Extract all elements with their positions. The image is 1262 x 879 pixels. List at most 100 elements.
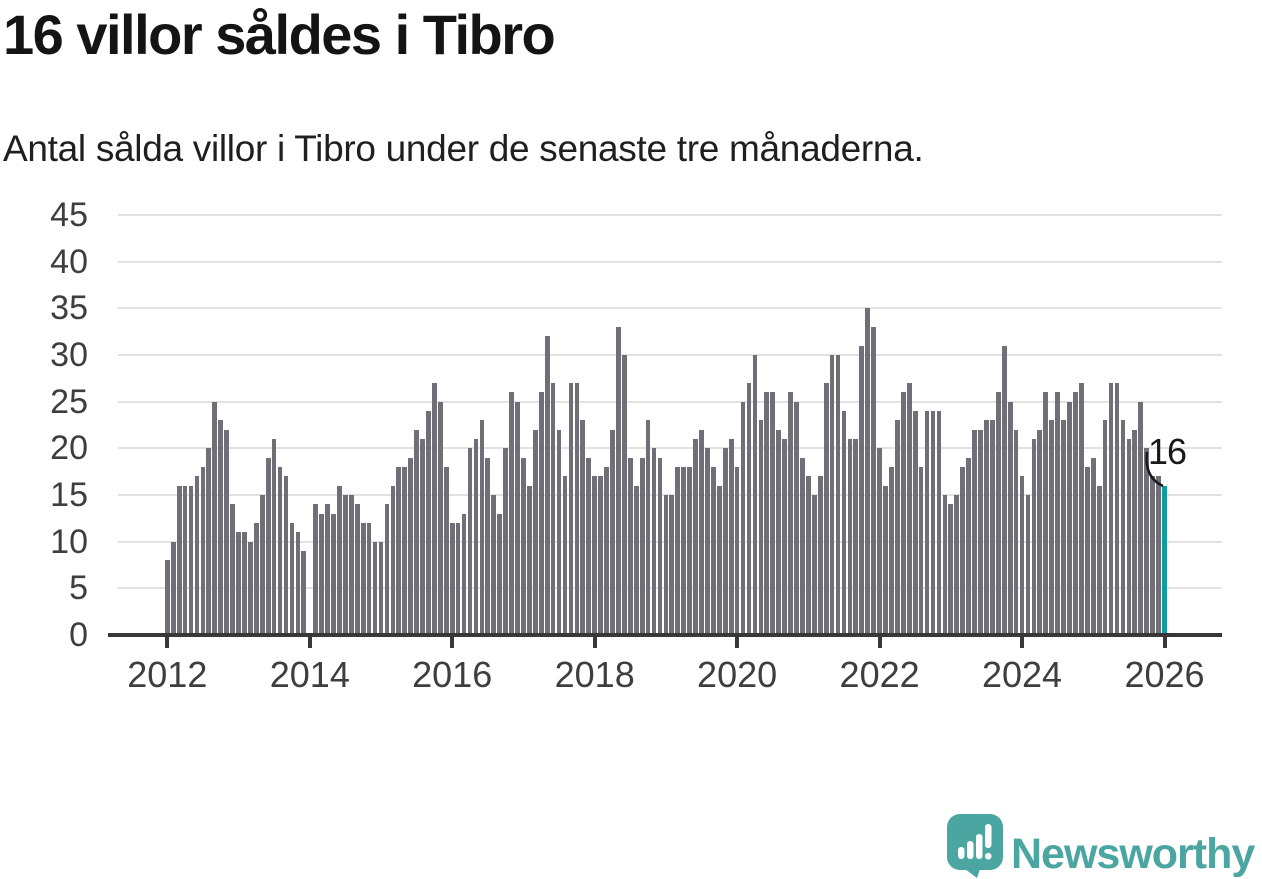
logo-exclamation-dot xyxy=(985,853,992,860)
bar xyxy=(1120,420,1126,635)
bar xyxy=(503,448,508,635)
bar-chart-plot-area: 0 5 10 15 20 25 30 35 40 45 2012 2014 2016 2018 2020 2… xyxy=(0,196,1262,720)
x-tick-label-2016: 2016 xyxy=(412,654,493,695)
bar xyxy=(716,485,722,635)
bar xyxy=(325,504,330,635)
bar xyxy=(610,429,615,635)
x-tick-2026 xyxy=(1162,637,1167,648)
gridline-35 xyxy=(118,307,1222,310)
bar xyxy=(829,355,835,635)
bar xyxy=(200,467,206,635)
bar xyxy=(408,457,414,635)
bar xyxy=(871,327,876,635)
bar xyxy=(580,420,586,635)
x-tick-label-2022: 2022 xyxy=(839,654,920,695)
bar xyxy=(230,504,235,635)
bar xyxy=(669,495,675,635)
bar xyxy=(295,532,301,635)
bar xyxy=(865,308,871,635)
bar xyxy=(218,420,224,635)
bar xyxy=(912,411,918,635)
bar xyxy=(455,523,461,635)
bar xyxy=(770,392,776,635)
page-title: 16 villor såldes i Tibro xyxy=(3,3,556,66)
bar xyxy=(663,495,669,635)
bar xyxy=(283,476,289,635)
bar xyxy=(841,411,847,635)
bar xyxy=(301,551,307,635)
bar xyxy=(651,448,657,635)
bar xyxy=(1108,383,1114,635)
logo-exclamation-stem xyxy=(985,824,992,848)
bar xyxy=(1031,439,1037,635)
bar xyxy=(1114,383,1120,635)
bar xyxy=(800,457,805,635)
annotation-leader-line xyxy=(1145,451,1164,488)
x-tick-2014 xyxy=(307,637,312,648)
bar xyxy=(337,485,342,635)
bar xyxy=(1007,401,1013,635)
bar xyxy=(681,467,687,635)
bar xyxy=(313,504,319,635)
bar xyxy=(390,485,396,635)
bar xyxy=(722,448,728,635)
x-tick-label-2026: 2026 xyxy=(1124,654,1205,695)
y-tick-label-30: 30 xyxy=(50,336,88,374)
newsworthy-logo-text: Newsworthy xyxy=(1011,830,1255,878)
bar xyxy=(461,513,467,635)
bar xyxy=(360,523,366,635)
bar xyxy=(806,476,811,635)
bar xyxy=(1043,392,1049,635)
y-tick-label-20: 20 xyxy=(50,429,88,468)
logo-mini-bar-1 xyxy=(958,847,965,859)
bar xyxy=(527,485,532,635)
bar xyxy=(509,392,514,635)
bar xyxy=(426,411,431,635)
bar xyxy=(616,327,621,635)
bar xyxy=(248,541,253,635)
bar xyxy=(532,429,538,635)
bar xyxy=(859,345,865,635)
bar xyxy=(954,495,960,635)
bar xyxy=(348,495,354,635)
bar xyxy=(758,420,764,635)
bar xyxy=(378,541,384,635)
bar xyxy=(847,439,853,635)
bar xyxy=(675,467,681,635)
bar xyxy=(693,439,698,635)
bar xyxy=(1132,429,1138,635)
bar xyxy=(621,355,627,635)
logo-bubble xyxy=(947,814,1003,870)
bar xyxy=(978,429,983,635)
bar xyxy=(900,392,906,635)
bar xyxy=(170,541,176,635)
bar xyxy=(396,467,402,635)
bar xyxy=(633,485,639,635)
bar xyxy=(188,485,194,635)
bar xyxy=(918,467,924,635)
x-tick-label-2018: 2018 xyxy=(554,654,635,695)
bar xyxy=(236,532,241,635)
bar xyxy=(538,392,544,635)
bar xyxy=(1037,429,1043,635)
bar xyxy=(627,457,633,635)
logo-mini-bar-3 xyxy=(976,834,983,859)
bar xyxy=(574,383,580,635)
bar xyxy=(242,532,247,635)
bar xyxy=(936,411,942,635)
bar xyxy=(853,439,859,635)
bar xyxy=(1067,401,1072,635)
bar xyxy=(1090,457,1096,635)
bar xyxy=(521,457,526,635)
bar xyxy=(544,336,550,635)
bar xyxy=(343,495,348,635)
bar xyxy=(443,467,449,635)
bar xyxy=(1013,429,1019,635)
bar xyxy=(384,504,390,635)
bar xyxy=(1061,420,1066,635)
bar xyxy=(568,383,574,635)
bar xyxy=(752,355,758,635)
gridline-20 xyxy=(118,447,1222,450)
y-tick-label-0: 0 xyxy=(69,616,88,654)
